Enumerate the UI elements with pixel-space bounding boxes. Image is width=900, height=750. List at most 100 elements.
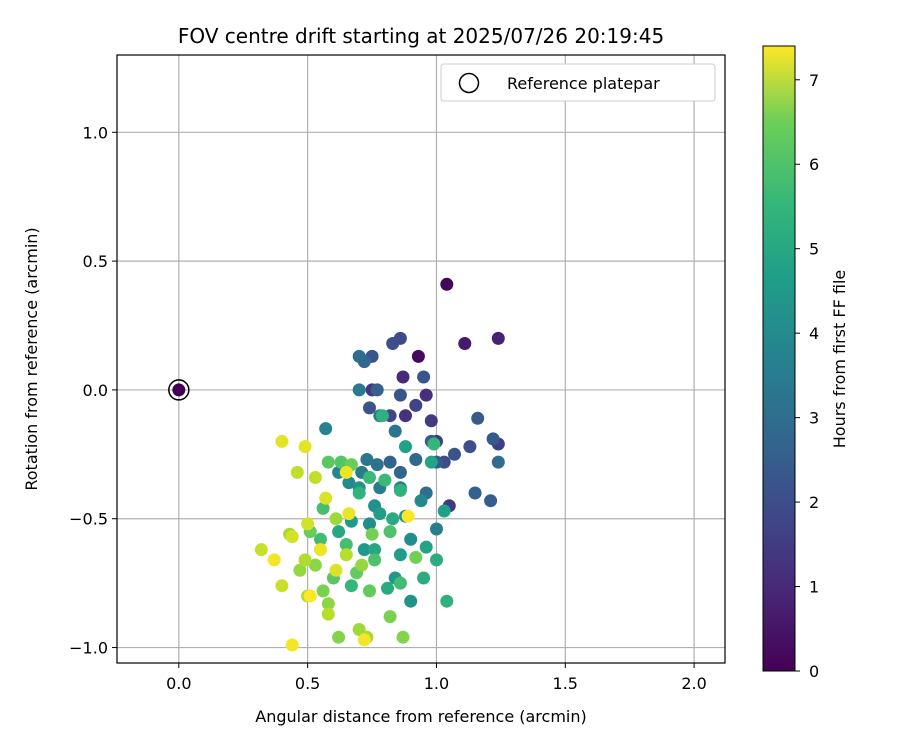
drift-point [301,517,315,531]
drift-point [314,543,327,557]
drift-point [368,553,382,567]
legend-marker [458,72,480,94]
chart-title: FOV centre drift starting at 2025/07/26 … [178,24,664,48]
drift-point [491,331,505,345]
x-axis-label: Angular distance from reference (arcmin) [255,707,586,726]
drift-point [275,579,289,593]
drift-point [344,579,358,593]
drift-point [419,540,433,554]
drift-point [381,581,394,595]
drift-point [365,527,379,541]
drift-point [303,589,317,603]
drift-point [352,486,366,500]
colorbar-label: Hours from first FF file [830,270,849,449]
drift-point [308,471,322,484]
drift-point [414,494,428,508]
grid-lines [117,55,725,663]
drift-point [316,501,330,515]
drift-point [463,440,477,454]
drift-point [285,530,299,544]
drift-point [411,349,425,363]
drift-point [360,453,374,466]
drift-point [396,630,410,644]
drift-point [430,553,443,567]
x-tick-label: 1.5 [553,674,578,693]
drift-point [298,553,312,567]
drift-point [430,522,443,536]
colorbar-tick-label: 6 [809,155,819,174]
drift-point [409,550,423,564]
drift-point [388,424,402,438]
drift-point [491,455,505,469]
drift-point [383,610,397,624]
y-tick-label: −0.5 [69,510,108,529]
y-tick-label: −1.0 [69,639,108,658]
drift-point [409,453,423,466]
drift-point [332,525,346,539]
colorbar-tick-label: 1 [809,578,819,597]
legend-box [440,63,716,102]
drift-point [370,383,384,397]
colorbar-tick-label: 5 [809,240,819,259]
x-tick-label: 0.0 [166,674,191,693]
drift-point [393,548,407,562]
x-tick-label: 0.5 [295,674,320,693]
drift-point [417,370,431,384]
colorbar-ticks: 0 1 2 3 4 5 6 7 [795,71,819,681]
drift-point [321,455,335,469]
y-axis-label: Rotation from reference (arcmin) [22,227,41,490]
drift-point [342,476,356,490]
drift-point [332,630,346,644]
reference-point-fill [172,383,186,397]
y-tick-label: 0.5 [83,252,108,271]
reference-point-ring [168,379,190,401]
drift-point [339,465,353,479]
drift-point [440,594,454,608]
drift-point [399,440,412,454]
colorbar-tick-label: 4 [809,324,819,343]
drift-point [298,440,312,454]
drift-point [486,432,500,446]
drift-point [329,563,343,577]
drift-point [342,507,356,521]
drift-point [285,638,299,652]
plot-frame [116,54,726,664]
drift-point [290,465,304,479]
drift-point [363,584,376,598]
drift-point [399,409,412,423]
drift-point [393,465,407,479]
drift-point [404,532,418,546]
drift-point [275,434,289,448]
drift-point [404,594,418,608]
data-points [168,277,505,652]
drift-point [427,437,441,451]
drift-point [458,337,472,350]
drift-point [383,525,397,539]
drift-point [424,414,438,428]
drift-point [357,633,371,647]
colorbar: 0 1 2 3 4 5 6 7 Hours from first FF file [762,45,849,681]
drift-point [409,398,423,412]
drift-point [267,553,281,567]
drift-point [357,543,371,557]
legend: Reference platepar [440,63,716,102]
drift-point [319,422,333,436]
drift-point [396,370,410,384]
drift-point [386,512,400,526]
drift-point [254,543,268,557]
x-tick-label: 1.0 [424,674,449,693]
drift-point [339,538,353,551]
x-tick-label: 2.0 [681,674,706,693]
y-tick-label: 1.0 [83,123,108,142]
drift-point [363,517,376,531]
drift-point [321,597,335,611]
drift-point [370,458,384,472]
drift-point [386,337,400,350]
legend-entry-reference: Reference platepar [507,74,660,93]
x-axis-ticks: 0.0 0.5 1.0 1.5 2.0 [166,663,707,693]
drift-point [339,548,353,562]
drift-point [393,483,407,497]
drift-point [440,277,454,291]
drift-point [373,507,387,521]
